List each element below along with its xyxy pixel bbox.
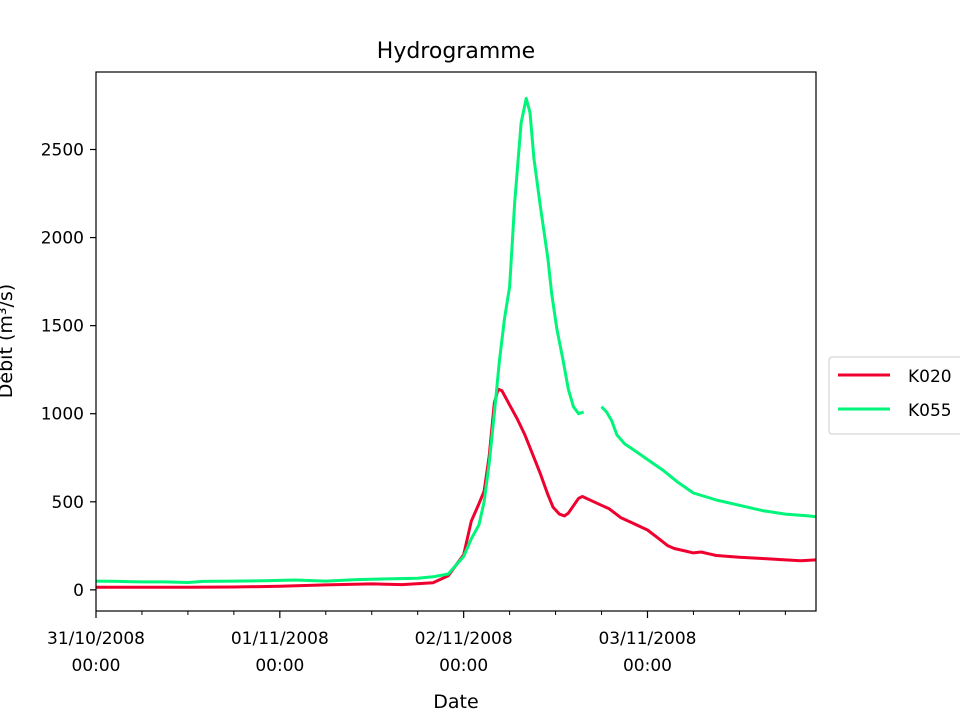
x-tick-label-date: 01/11/2008 [231,629,329,649]
x-tick-label-date: 02/11/2008 [415,629,513,649]
legend-label-k055: K055 [908,401,952,421]
x-tick-label-date: 31/10/2008 [47,629,145,649]
x-tick-label-time: 00:00 [255,656,304,676]
x-axis: 31/10/2008 00:00 01/11/2008 00:00 02/11/2008… [47,611,786,676]
plot-frame [95,71,817,612]
y-tick-label: 1000 [41,405,84,425]
x-tick-label-time: 00:00 [72,656,121,676]
legend: K020 K055 [828,356,960,435]
y-tick-label: 2500 [41,141,84,161]
y-tick-label: 500 [52,493,84,513]
y-axis-label: Débit (m³/s) [0,284,17,398]
x-tick-label-date: 03/11/2008 [598,629,696,649]
chart-title: Hydrogramme [377,39,535,64]
legend-label-k020: K020 [908,367,952,387]
y-tick-label: 0 [73,581,84,601]
series-line-k055 [95,96,817,584]
x-tick-label-time: 00:00 [439,656,488,676]
series-line-k020 [96,387,817,589]
y-tick-label: 2000 [41,229,84,249]
x-axis-label: Date [433,691,478,713]
x-tick-label-time: 00:00 [623,656,672,676]
y-axis: 0 500 1000 1500 2000 2500 [41,141,96,601]
plot-area [95,96,817,589]
y-tick-label: 1500 [41,317,84,337]
